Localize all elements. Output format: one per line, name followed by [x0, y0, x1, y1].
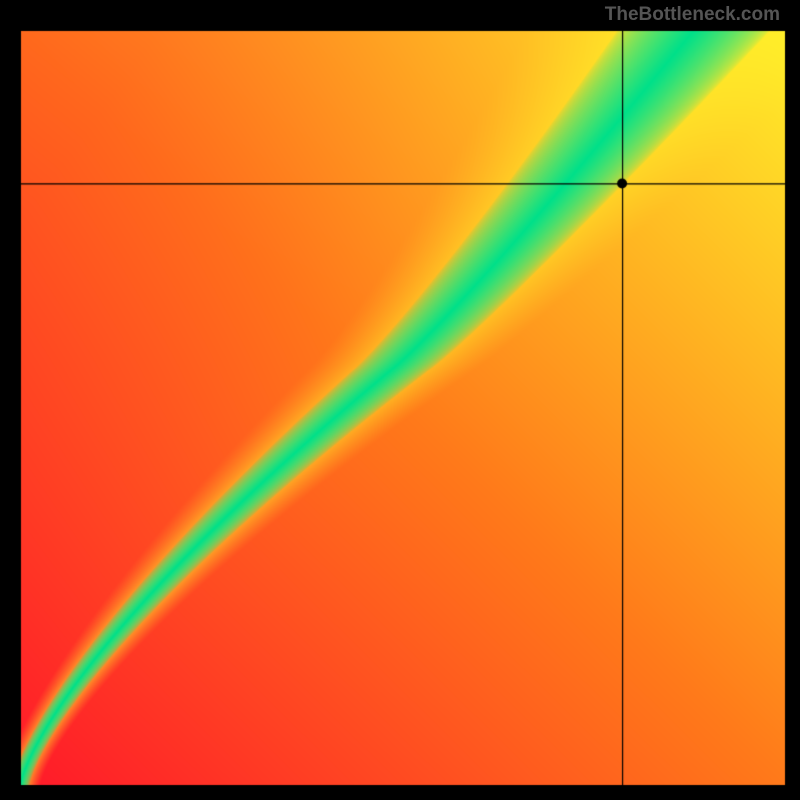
chart-container: TheBottleneck.com [0, 0, 800, 800]
bottleneck-heatmap [0, 0, 800, 800]
watermark-text: TheBottleneck.com [605, 4, 780, 26]
